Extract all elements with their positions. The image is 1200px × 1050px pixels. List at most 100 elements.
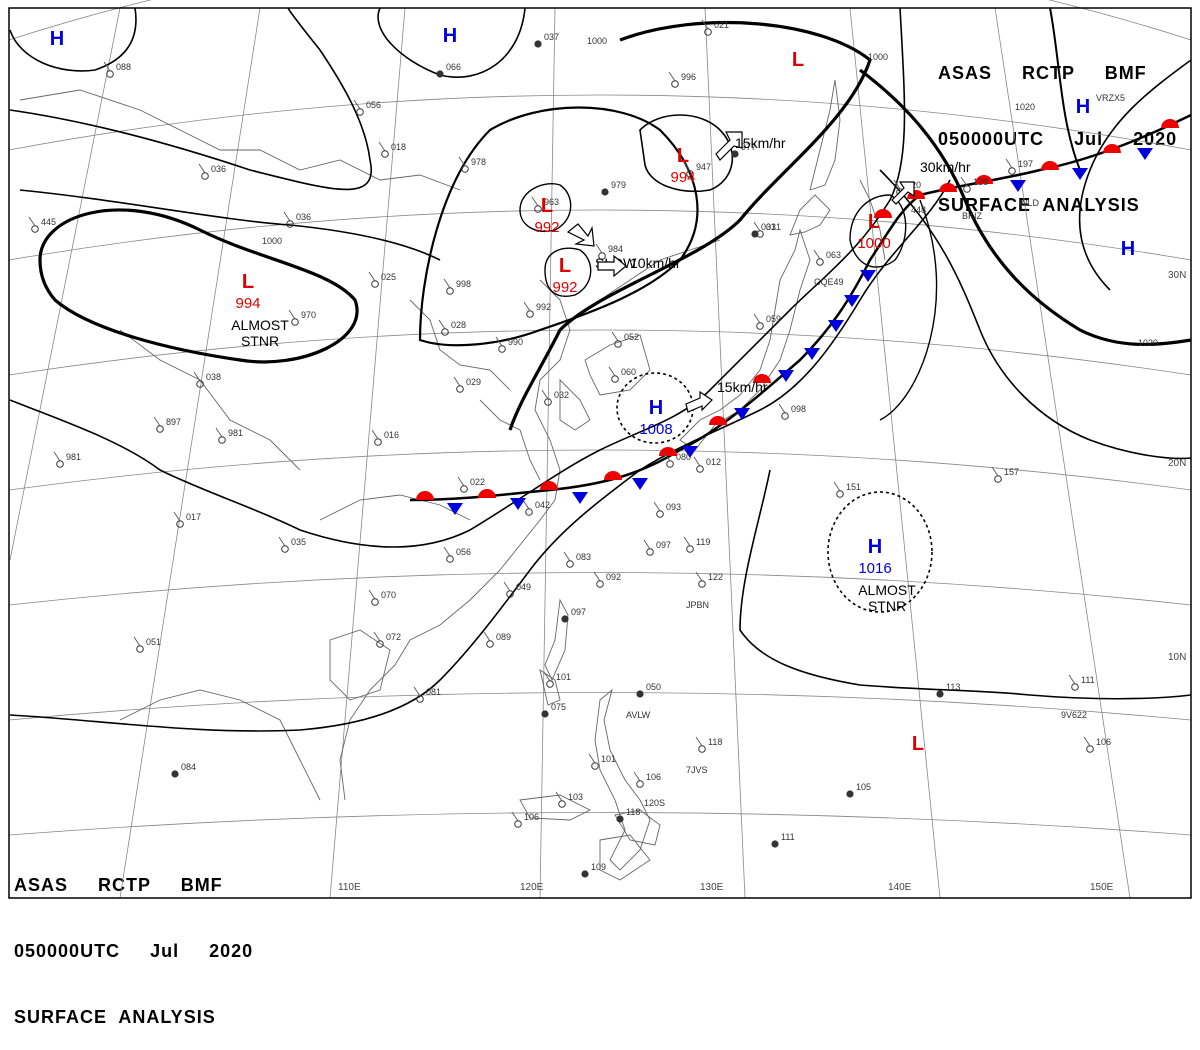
station-circle [666, 460, 674, 468]
movement-speed: 10km/hr [630, 255, 681, 271]
isobar-dotted [827, 491, 933, 613]
station-circle [461, 165, 469, 173]
station-circle [1008, 167, 1016, 175]
station-circle [514, 820, 522, 828]
station-plot: 088 [103, 61, 131, 78]
station-plot: 106 [633, 771, 661, 788]
wind-barb [373, 631, 381, 642]
parallel [8, 94, 1192, 151]
wind-barb [683, 536, 691, 547]
station-circle-filled [534, 40, 542, 48]
central-pressure: 992 [534, 219, 559, 236]
station-circle [291, 318, 299, 326]
low-pressure-center: L 992 [534, 195, 559, 236]
station-text: 103 [568, 792, 583, 802]
station-text: 097 [656, 540, 671, 550]
header-line-1: ASAS RCTP BMF [938, 63, 1147, 83]
station-text: 060 [621, 367, 636, 377]
station-plot: 097 [643, 539, 671, 556]
coastline [599, 239, 721, 301]
station-text: 998 [456, 279, 471, 289]
wind-barb [595, 243, 603, 254]
station-circle [656, 510, 664, 518]
wind-barb [593, 571, 601, 582]
station-text: 093 [666, 502, 681, 512]
station-circle-filled [616, 815, 624, 823]
station-plot: 060 [608, 366, 636, 383]
isobar [19, 189, 441, 261]
wind-barb [103, 61, 111, 72]
station-plot: 036 [283, 211, 311, 228]
high-letter: H [649, 397, 663, 419]
station-plot: 981 [215, 427, 243, 444]
movement-note: STNR [868, 598, 906, 614]
station-plot: 032 [541, 389, 569, 406]
station-plot: 037 [534, 32, 559, 48]
station-text: VRZX5 [1096, 93, 1125, 103]
station-text: 990 [508, 337, 523, 347]
station-text: 105 [856, 782, 871, 792]
cold-front-symbol [804, 348, 820, 360]
station-circle [56, 460, 64, 468]
pressure-systems: H HLL994ALMOSTSTNRL992L992L994L1000HHH100… [50, 25, 1135, 755]
station-text: BKIZ [962, 211, 983, 221]
wind-barb [523, 301, 531, 312]
station-text: 101 [601, 754, 616, 764]
high-letter: H [50, 28, 64, 50]
station-circle [671, 80, 679, 88]
station-plot: 118 [616, 807, 640, 823]
wind-barb [413, 686, 421, 697]
station-text: 016 [384, 430, 399, 440]
wind-barb [198, 163, 206, 174]
wind-barb [555, 791, 563, 802]
wind-barb [653, 501, 661, 512]
station-text: 981 [228, 428, 243, 438]
low-letter: L [912, 733, 924, 755]
movement-note: ALMOST [231, 317, 289, 333]
isobar [739, 469, 1192, 700]
coastline [409, 299, 511, 391]
station-circle [446, 555, 454, 563]
station-text: 066 [446, 62, 461, 72]
station-circle [781, 412, 789, 420]
station-text: 118 [626, 807, 640, 817]
station-text: 051 [146, 637, 161, 647]
station-circle [371, 280, 379, 288]
coastline [544, 598, 569, 682]
warm-front-symbol [540, 481, 558, 490]
movement-speed: 15km/hr [717, 379, 768, 395]
wind-barb [438, 319, 446, 330]
station-circle [596, 580, 604, 588]
lon-label: 150E [1090, 882, 1114, 893]
wind-barb [541, 389, 549, 400]
station-plot: 120S [644, 798, 665, 808]
station-circle [441, 328, 449, 336]
station-text: 070 [381, 590, 396, 600]
high-pressure-center: H 1008 [639, 397, 672, 438]
warm-front-symbol [753, 374, 771, 383]
station-plot: 038 [193, 371, 221, 388]
station-plot: CQE49 [814, 277, 844, 287]
movement-arrow [685, 390, 713, 413]
lat-lon-grid [8, 0, 1192, 899]
station-circle [201, 172, 209, 180]
isobar [859, 68, 1192, 347]
low-letter: L [868, 211, 880, 233]
low-letter: L [677, 145, 689, 167]
station-plot: 101 [588, 753, 616, 770]
cold-front-symbol [828, 320, 844, 332]
station-text: 038 [206, 372, 221, 382]
wind-barb [668, 71, 676, 82]
station-circle [546, 680, 554, 688]
wind-barb [278, 536, 286, 547]
parallel [8, 812, 1192, 836]
cold-front-symbol [1137, 148, 1153, 160]
isobar [544, 247, 592, 297]
central-pressure: 994 [235, 295, 260, 312]
station-circle-filled [561, 615, 569, 623]
isobar [9, 179, 951, 732]
station-plot: 035 [278, 536, 306, 553]
surface-analysis-map[interactable]: 037 021 088 066 056 018 036 036 025 998 978 963 979 9… [0, 0, 1200, 920]
station-circle [696, 465, 704, 473]
station-circle [525, 508, 533, 516]
